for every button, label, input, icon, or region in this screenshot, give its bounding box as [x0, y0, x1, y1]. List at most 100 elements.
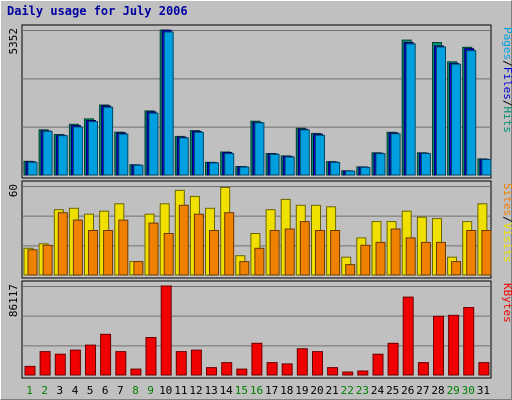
- bar-pages-day-24: [375, 153, 386, 176]
- bar-pages-day-23: [360, 166, 371, 176]
- x-tick-label-day-28: 28: [431, 384, 444, 397]
- x-tick-label-day-30: 30: [462, 384, 475, 397]
- bar-sites-day-20: [315, 230, 325, 276]
- bar-pages-day-21: [330, 161, 341, 176]
- bar-sites-day-29: [451, 261, 462, 276]
- legend-part: /: [501, 216, 512, 223]
- bar-kbytes-day-22: [342, 371, 354, 376]
- bar-pages-day-5: [88, 121, 98, 176]
- bar-sites-day-25: [390, 228, 401, 276]
- x-tick-label-day-25: 25: [386, 384, 399, 397]
- legend-part: Visits: [501, 223, 512, 263]
- bar-sites-day-22: [345, 264, 356, 276]
- x-tick-label-day-6: 6: [102, 384, 109, 397]
- bar-pages-day-30: [466, 50, 477, 176]
- bar-pages-day-22: [345, 170, 356, 176]
- bar-sites-day-26: [405, 237, 416, 276]
- bar-sites-day-10: [163, 233, 174, 276]
- chart-panel-2: 60 Sites/Visits: [7, 180, 512, 279]
- bar-sites-day-2: [42, 244, 53, 276]
- x-tick-label-day-21: 21: [325, 384, 338, 397]
- bar-sites-day-9: [148, 222, 159, 276]
- bar-pages-day-10: [163, 31, 174, 176]
- bar-sites-day-6: [103, 230, 114, 276]
- bar-sites-day-24: [375, 241, 386, 276]
- bar-pages-day-31: [481, 159, 492, 176]
- bar-kbytes-day-27: [417, 362, 429, 376]
- bar-kbytes-day-19: [296, 348, 308, 376]
- bar-kbytes-day-4: [69, 349, 81, 376]
- bar-pages-day-8: [133, 164, 144, 176]
- series-legend: Sites/Visits: [501, 183, 512, 263]
- bar-kbytes-day-12: [190, 349, 202, 376]
- bar-kbytes-day-28: [433, 315, 444, 376]
- x-tick-label-day-19: 19: [295, 384, 308, 397]
- bar-sites-day-8: [133, 261, 144, 276]
- x-tick-label-day-1: 1: [26, 384, 33, 397]
- x-tick-label-day-22: 22: [341, 384, 354, 397]
- bar-kbytes-day-30: [463, 307, 475, 376]
- bar-pages-day-17: [269, 153, 280, 176]
- chart-title: Daily usage for July 2006: [7, 4, 188, 18]
- legend-part: /: [501, 100, 512, 107]
- bar-kbytes-day-1: [24, 365, 36, 376]
- bar-kbytes-day-18: [281, 363, 293, 376]
- bar-kbytes-day-2: [39, 351, 51, 376]
- bar-pages-day-4: [72, 126, 83, 176]
- bar-kbytes-day-5: [85, 344, 96, 376]
- series-legend: KBytes: [501, 283, 512, 323]
- bar-kbytes-day-31: [478, 362, 490, 376]
- x-tick-label-day-26: 26: [401, 384, 414, 397]
- bar-sites-day-14: [224, 212, 235, 276]
- x-tick-label-day-10: 10: [159, 384, 172, 397]
- x-tick-label-day-8: 8: [132, 384, 139, 397]
- y-max-label: 60: [7, 184, 20, 197]
- x-tick-label-day-20: 20: [310, 384, 323, 397]
- bar-kbytes-day-25: [387, 342, 399, 376]
- x-tick-label-day-4: 4: [72, 384, 79, 397]
- bar-kbytes-day-9: [145, 337, 157, 376]
- bar-sites-day-15: [239, 261, 250, 276]
- bar-pages-day-19: [299, 129, 310, 176]
- x-tick-label-day-3: 3: [56, 384, 63, 397]
- bar-sites-day-21: [330, 230, 341, 276]
- bar-pages-day-13: [209, 162, 219, 176]
- legend-part: Files: [501, 67, 512, 100]
- x-tick-label-day-23: 23: [356, 384, 369, 397]
- series-legend: Pages/Files/Hits: [501, 27, 512, 133]
- bar-sites-day-12: [193, 213, 204, 276]
- bar-pages-day-6: [103, 106, 114, 176]
- bar-sites-day-4: [72, 219, 83, 276]
- y-max-label: 5352: [7, 28, 20, 55]
- bar-pages-day-20: [315, 134, 325, 176]
- chart-panel-3: 86117 KBytes: [7, 280, 512, 379]
- bar-sites-day-1: [27, 249, 38, 276]
- bar-kbytes-day-14: [221, 362, 233, 376]
- x-tick-label-day-17: 17: [265, 384, 278, 397]
- x-tick-label-day-15: 15: [235, 384, 248, 397]
- bar-sites-day-17: [269, 230, 280, 276]
- bar-pages-day-14: [224, 153, 235, 176]
- legend-part: Hits: [501, 107, 512, 134]
- bar-sites-day-23: [360, 244, 371, 276]
- bar-kbytes-day-17: [266, 362, 278, 376]
- legend-part: /: [501, 60, 512, 67]
- bar-sites-day-27: [420, 241, 431, 276]
- bar-kbytes-day-16: [251, 342, 263, 376]
- x-tick-label-day-5: 5: [87, 384, 94, 397]
- bar-kbytes-day-20: [312, 351, 323, 376]
- legend-part: Sites: [501, 183, 512, 216]
- bar-kbytes-day-7: [115, 351, 127, 376]
- bar-pages-day-2: [42, 130, 53, 176]
- legend-part: Pages: [501, 27, 512, 60]
- bar-kbytes-day-26: [402, 296, 414, 376]
- bar-sites-day-16: [254, 247, 265, 276]
- y-max-label: 86117: [7, 284, 20, 317]
- x-tick-label-day-29: 29: [447, 384, 460, 397]
- bar-kbytes-day-29: [448, 314, 460, 376]
- bar-pages-day-18: [284, 156, 295, 176]
- bar-pages-day-25: [390, 133, 401, 176]
- bar-pages-day-26: [405, 43, 416, 176]
